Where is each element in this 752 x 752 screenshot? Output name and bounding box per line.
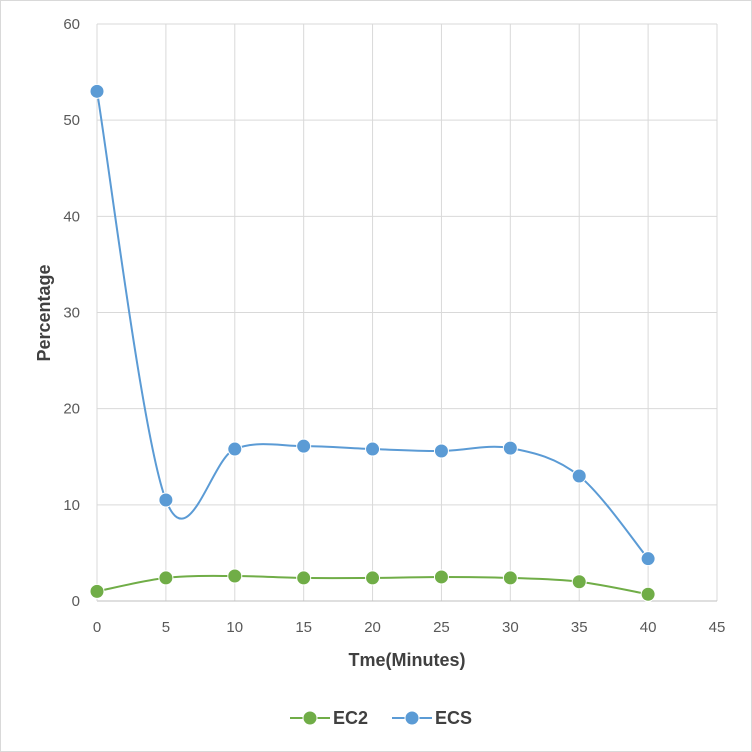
legend-label-ec2: EC2 xyxy=(333,708,368,728)
series-ec2-point xyxy=(227,568,243,584)
series-ec2-point xyxy=(571,574,587,590)
series-ec2-point xyxy=(433,569,449,585)
series-ec2-point xyxy=(89,583,105,599)
x-tick-label: 10 xyxy=(226,619,243,636)
legend-item-ecs: ECS xyxy=(392,708,472,728)
tick-labels: 0 5 10 15 20 25 30 35 40 45 0 10 20 30 40 50 60 xyxy=(63,16,725,636)
series-ec2-point xyxy=(640,586,656,602)
y-tick-label: 10 xyxy=(63,497,80,514)
y-tick-label: 30 xyxy=(63,305,80,322)
x-tick-label: 35 xyxy=(571,619,588,636)
legend: EC2 ECS xyxy=(290,708,472,728)
y-tick-label: 20 xyxy=(63,401,80,418)
series-ecs-point xyxy=(571,468,587,484)
series-group xyxy=(89,83,656,602)
y-tick-label: 40 xyxy=(63,208,80,225)
series-ec2-point xyxy=(158,570,174,586)
y-tick-label: 60 xyxy=(63,16,80,33)
series-ecs xyxy=(89,83,656,567)
series-ecs-point xyxy=(89,83,105,99)
series-ec2 xyxy=(89,568,656,602)
series-ecs-point xyxy=(158,492,174,508)
x-tick-label: 15 xyxy=(295,619,312,636)
x-tick-label: 5 xyxy=(162,619,170,636)
legend-item-ec2: EC2 xyxy=(290,708,368,728)
axes xyxy=(96,24,717,602)
series-ecs-point xyxy=(365,441,381,457)
series-ec2-point xyxy=(365,570,381,586)
x-tick-label: 0 xyxy=(93,619,101,636)
x-tick-label: 30 xyxy=(502,619,519,636)
x-tick-label: 40 xyxy=(640,619,657,636)
y-axis-title: Percentage xyxy=(34,264,54,361)
series-ec2-point xyxy=(502,570,518,586)
x-tick-label: 20 xyxy=(364,619,381,636)
y-tick-label: 50 xyxy=(63,112,80,129)
legend-label-ecs: ECS xyxy=(435,708,472,728)
series-ecs-point xyxy=(433,443,449,459)
series-ec2-point xyxy=(296,570,312,586)
series-ecs-point xyxy=(502,440,518,456)
legend-swatch-marker-ecs xyxy=(404,710,420,726)
series-ecs-point xyxy=(640,551,656,567)
series-ecs-point xyxy=(227,441,243,457)
x-axis-title: Tme(Minutes) xyxy=(349,650,466,670)
legend-swatch-marker-ec2 xyxy=(302,710,318,726)
x-tick-label: 45 xyxy=(709,619,726,636)
y-tick-label: 0 xyxy=(72,593,80,610)
series-ecs-line xyxy=(96,91,649,560)
series-ecs-point xyxy=(296,438,312,454)
x-tick-label: 25 xyxy=(433,619,450,636)
